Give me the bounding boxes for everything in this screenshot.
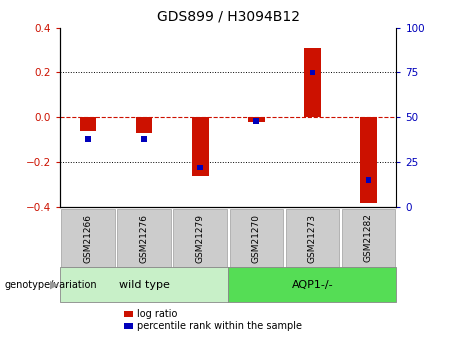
Text: ▶: ▶ [50,280,59,289]
Bar [136,117,153,133]
Text: log ratio: log ratio [137,309,178,319]
Text: GSM21276: GSM21276 [140,214,148,263]
Text: AQP1-/-: AQP1-/- [291,280,333,289]
Bar [366,177,371,183]
Bar [192,117,208,176]
Bar [85,136,91,142]
Bar [197,165,203,170]
Bar [141,136,147,142]
Title: GDS899 / H3094B12: GDS899 / H3094B12 [157,10,300,24]
Bar [360,117,377,203]
Bar [254,118,259,124]
Text: percentile rank within the sample: percentile rank within the sample [137,321,302,331]
Text: GSM21282: GSM21282 [364,214,373,263]
Text: genotype/variation: genotype/variation [5,280,97,289]
Text: GSM21279: GSM21279 [195,214,205,263]
Bar [80,117,96,131]
Text: GSM21266: GSM21266 [83,214,93,263]
Bar [309,70,315,75]
Text: GSM21270: GSM21270 [252,214,261,263]
Bar [304,48,321,117]
Bar [248,117,265,122]
Text: GSM21273: GSM21273 [308,214,317,263]
Text: wild type: wild type [118,280,170,289]
